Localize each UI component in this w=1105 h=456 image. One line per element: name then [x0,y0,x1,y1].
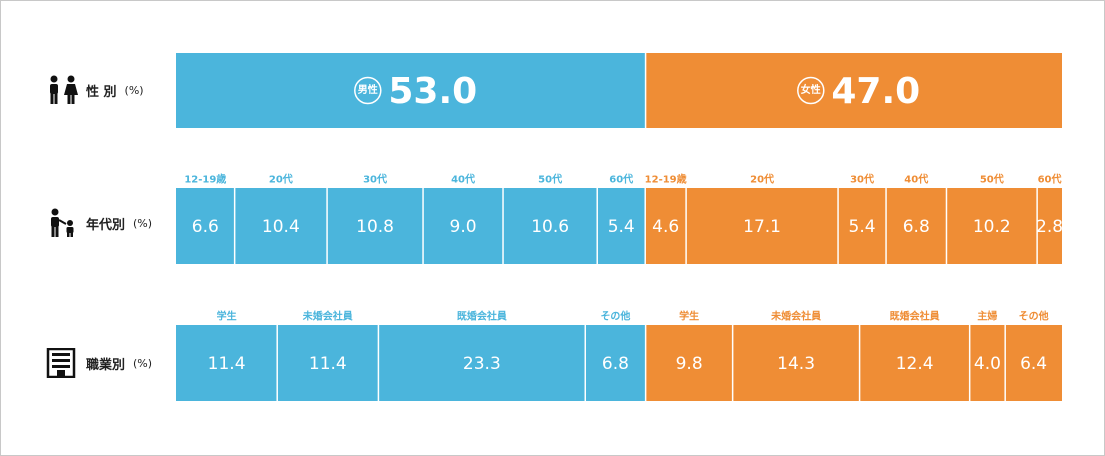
category-label: 12-19歳 [184,173,226,186]
male-female-icon [46,75,80,105]
category-label: 60代 [1038,173,1062,186]
category-label: 未婚会社員 [770,310,821,323]
category-label: 主婦 [977,310,997,323]
row-label-unit: (%) [133,216,153,230]
bar-segment [946,188,1038,264]
data-label: 10.2 [973,217,1011,237]
bar-segment [886,188,947,264]
data-label: 4.6 [652,217,679,237]
data-label: 14.3 [777,354,815,374]
data-label: 47.0 [831,71,920,112]
row-label-text: 性 別 [86,84,117,100]
data-label: 10.6 [531,217,569,237]
data-label: 17.1 [743,217,781,237]
category-label: 30代 [850,173,874,186]
bar-segment [838,188,887,264]
building-icon [46,348,80,378]
data-label: 6.8 [903,217,930,237]
data-label: 5.4 [608,217,635,237]
category-label: 既婚会社員 [457,310,507,323]
bar-segment [597,188,646,264]
data-label: 9.0 [450,217,477,237]
bar-segment [645,188,687,264]
data-label: 2.8 [1036,217,1063,237]
bar-segment [645,53,1062,128]
bar-segment [327,188,424,264]
bar-segment [969,325,1006,401]
category-badge-label: 男性 [358,83,378,96]
data-label: 53.0 [388,71,477,112]
data-label: 9.8 [676,354,703,374]
bar-segment [176,325,278,401]
bar-segment [1005,325,1062,401]
data-label: 12.4 [896,354,934,374]
data-label: 4.0 [974,354,1001,374]
data-label: 11.4 [309,354,347,374]
row-label-text: 年代別 [86,217,126,233]
category-label: 50代 [538,173,562,186]
data-label: 6.6 [192,217,219,237]
bar-segment [686,188,839,264]
category-badge [797,76,825,105]
category-label: 学生 [217,310,237,323]
category-badge [354,76,382,105]
bar-segment [176,53,646,128]
category-label: 40代 [904,173,928,186]
data-label: 5.4 [849,217,876,237]
category-label: 50代 [980,173,1004,186]
row-label-text: 職業別 [86,357,126,373]
bar-segment [234,188,328,264]
row-label-age: 年代別 (%) [46,203,152,243]
data-label: 6.8 [602,354,629,374]
category-label: 20代 [269,173,293,186]
category-label: 20代 [750,173,774,186]
bar-segment [585,325,646,401]
category-label: その他 [1019,310,1049,323]
bar-segment [732,325,860,401]
row-label-occupation: 職業別 (%) [46,343,152,383]
bar-segment [378,325,586,401]
category-label: 30代 [363,173,387,186]
row-label-gender: 性 別 (%) [46,70,144,110]
bar-segment [1037,188,1062,264]
parent-child-icon [46,208,80,238]
data-label: 10.4 [262,217,300,237]
data-label: 6.4 [1020,354,1047,374]
category-label: 60代 [609,173,633,186]
row-label-unit: (%) [124,83,144,97]
category-label: 学生 [679,310,699,323]
category-badge-label: 女性 [801,83,821,96]
category-label: 12-19歳 [645,173,687,186]
bar-segment [859,325,970,401]
category-label: 既婚会社員 [890,310,940,323]
bar-segment [176,188,235,264]
data-label: 11.4 [208,354,246,374]
data-label: 23.3 [463,354,501,374]
category-label: 40代 [451,173,475,186]
bar-segment [423,188,504,264]
category-label: 未婚会社員 [302,310,353,323]
data-label: 10.8 [356,217,394,237]
row-label-unit: (%) [133,356,153,370]
bar-segment [645,325,733,401]
bar-segment [277,325,379,401]
category-label: その他 [600,310,630,323]
bar-segment [503,188,598,264]
